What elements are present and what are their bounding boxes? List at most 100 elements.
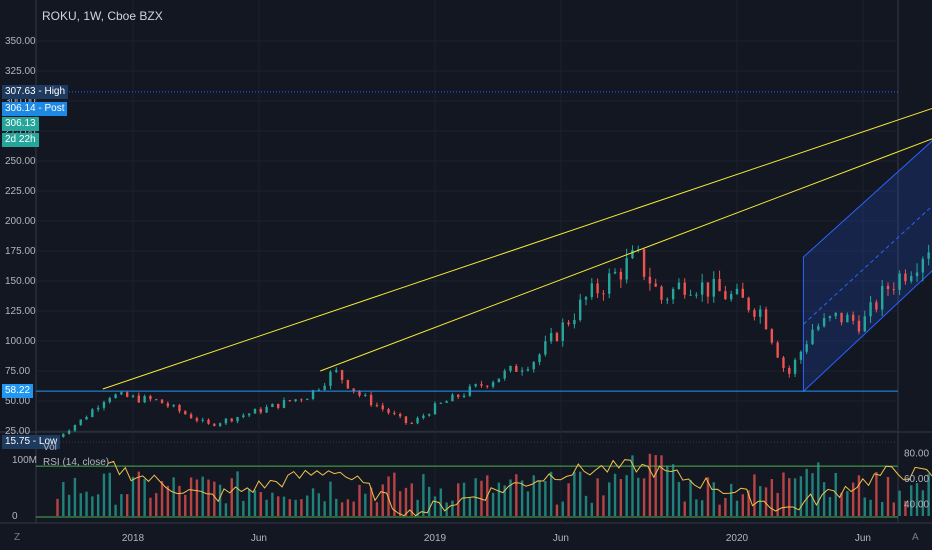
volume-bar xyxy=(602,495,605,516)
volume-bar xyxy=(404,487,408,516)
volume-bar xyxy=(247,488,251,516)
candle-body xyxy=(712,278,715,297)
time-tick-label: 2019 xyxy=(424,533,447,544)
volume-bar xyxy=(532,475,535,516)
candle-body xyxy=(131,395,135,397)
volume-bar xyxy=(747,490,750,516)
volume-bar xyxy=(201,476,204,516)
last-price-tag: 306.13 xyxy=(2,116,39,131)
candle-body xyxy=(602,293,605,295)
volume-bar xyxy=(155,493,158,516)
volume-bar xyxy=(625,475,628,516)
candle-body xyxy=(352,388,355,392)
volume-bar xyxy=(433,496,437,516)
volume-bar xyxy=(509,479,512,516)
rsi-label[interactable]: RSI (14, close) xyxy=(43,457,110,468)
volume-bar xyxy=(166,485,170,516)
volume-bar xyxy=(544,480,547,516)
price-tick-label: 25.00 xyxy=(5,426,30,437)
trend-line-upper xyxy=(102,107,932,390)
candle-body xyxy=(201,419,204,421)
candle-body xyxy=(578,299,582,320)
candle-body xyxy=(584,297,588,300)
candle-body xyxy=(364,394,367,396)
candle-body xyxy=(689,294,692,296)
volume-bar xyxy=(67,494,71,516)
candle-body xyxy=(724,291,727,300)
volume-bar xyxy=(329,481,332,516)
trend-line-steep xyxy=(320,138,932,372)
volume-bar xyxy=(335,498,338,516)
volume-bar xyxy=(375,502,379,516)
volume-bar xyxy=(207,479,210,516)
price-tick-label: 150.00 xyxy=(5,276,36,287)
volume-bar xyxy=(218,484,222,516)
volume-bar xyxy=(584,495,588,516)
volume-bar xyxy=(880,501,884,516)
candle-body xyxy=(770,329,774,343)
candle-body xyxy=(520,370,524,372)
volume-bar xyxy=(230,478,233,516)
candle-body xyxy=(480,384,483,386)
candle-body xyxy=(666,299,669,301)
volume-bar xyxy=(538,480,541,516)
volume-bar xyxy=(910,485,913,516)
volume-bar xyxy=(689,480,692,516)
candle-body xyxy=(677,282,681,290)
volume-bar xyxy=(102,473,106,516)
candle-body xyxy=(340,370,344,381)
time-tick-label: Jun xyxy=(553,533,569,544)
volume-bar xyxy=(596,478,599,516)
volume-bar xyxy=(851,482,855,516)
candle-body xyxy=(155,399,158,401)
candle-body xyxy=(218,423,222,426)
volume-bar xyxy=(56,498,59,516)
volume-bar xyxy=(213,481,216,516)
price-tick-label: 350.00 xyxy=(5,36,36,47)
volume-bar xyxy=(143,479,146,516)
candle-body xyxy=(346,380,350,389)
volume-bar xyxy=(178,485,181,516)
candle-body xyxy=(323,385,326,390)
price-tick-label: 225.00 xyxy=(5,186,36,197)
symbol-title[interactable]: ROKU, 1W, Cboe BZX xyxy=(42,9,163,23)
price-tick-label: 75.00 xyxy=(5,366,30,377)
volume-bar xyxy=(666,466,669,516)
candle-body xyxy=(67,430,71,434)
volume-bar xyxy=(294,499,297,516)
candle-body xyxy=(683,282,686,295)
volume-bar xyxy=(125,494,129,516)
volume-bar xyxy=(811,473,814,516)
volume-bar xyxy=(340,502,344,516)
volume-label[interactable]: Vol xyxy=(43,442,57,453)
candle-body xyxy=(294,399,297,402)
volume-bar xyxy=(799,476,803,516)
volume-bar xyxy=(288,499,292,516)
candle-body xyxy=(282,400,286,408)
volume-bar xyxy=(468,498,472,516)
candle-body xyxy=(276,403,280,408)
high-price-tag: 307.63 - High xyxy=(2,84,69,99)
auto-scale-button[interactable]: A xyxy=(912,532,919,543)
candle-body xyxy=(515,365,518,372)
candle-body xyxy=(759,309,762,317)
volume-bar xyxy=(776,492,779,516)
candle-body xyxy=(729,293,733,300)
volume-bar xyxy=(631,455,634,516)
volume-bar xyxy=(265,499,268,516)
volume-bar xyxy=(619,479,623,516)
candle-body xyxy=(671,289,675,300)
candle-body xyxy=(358,391,361,396)
volume-bar xyxy=(137,471,141,516)
candle-body xyxy=(898,273,901,290)
candle-body xyxy=(114,394,117,399)
volume-bar xyxy=(608,482,611,516)
rsi-tick-label: 80.00 xyxy=(904,448,929,459)
candle-body xyxy=(695,294,698,296)
volume-bar xyxy=(642,478,646,516)
volume-bar xyxy=(834,472,837,516)
volume-bar xyxy=(120,494,123,516)
timezone-corner-button[interactable]: Z xyxy=(14,532,21,543)
candle-body xyxy=(619,271,623,280)
